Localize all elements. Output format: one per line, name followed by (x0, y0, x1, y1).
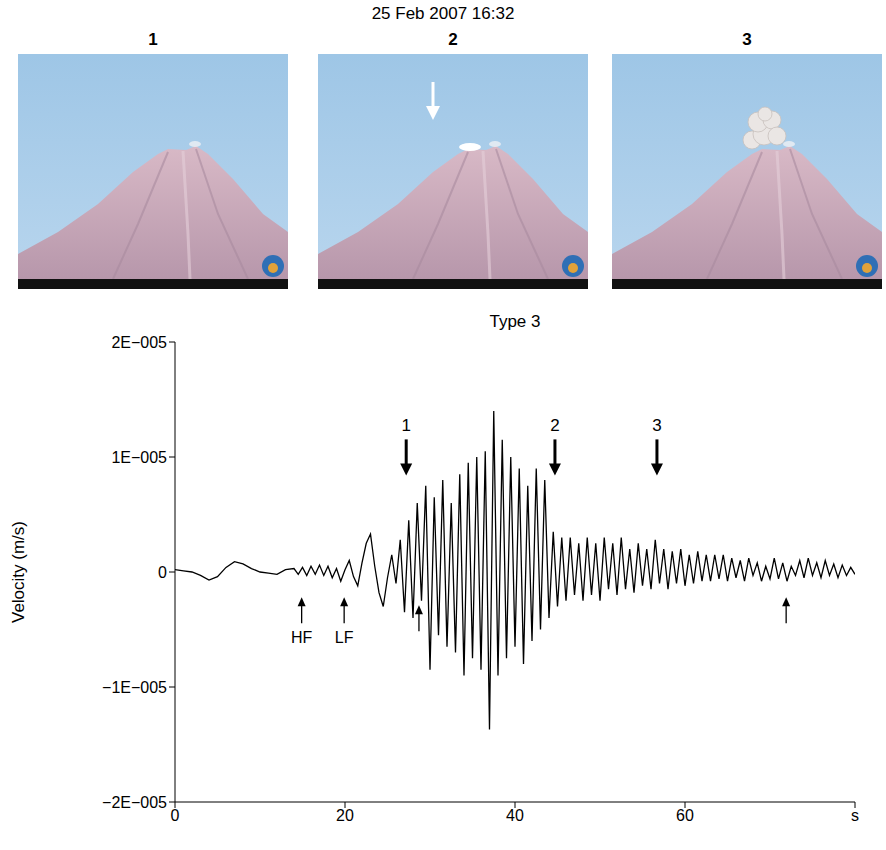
html-text:2: 2 (448, 30, 458, 49)
svg-text:20: 20 (336, 807, 354, 824)
html-text:3: 3 (742, 30, 752, 49)
svg-text:40: 40 (506, 807, 524, 824)
svg-text:2E−005: 2E−005 (111, 334, 167, 351)
svg-text:−2E−005: −2E−005 (102, 794, 167, 811)
svg-text:−1E−005: −1E−005 (102, 679, 167, 696)
html-text:1: 1 (148, 30, 158, 49)
svg-text:s: s (851, 807, 859, 824)
svg-text:3: 3 (652, 416, 661, 435)
svg-text:1E−005: 1E−005 (111, 449, 167, 466)
svg-text:Velocity (m/s): Velocity (m/s) (9, 521, 28, 623)
svg-text:0: 0 (158, 564, 167, 581)
svg-text:1: 1 (401, 416, 410, 435)
svg-text:2: 2 (550, 416, 559, 435)
html-text:Type 3: Type 3 (489, 312, 541, 331)
svg-text:LF: LF (335, 629, 354, 646)
svg-text:60: 60 (676, 807, 694, 824)
html-text:25 Feb 2007 16:32: 25 Feb 2007 16:32 (371, 4, 515, 23)
svg-text:0: 0 (171, 807, 180, 824)
svg-text:HF: HF (291, 629, 313, 646)
